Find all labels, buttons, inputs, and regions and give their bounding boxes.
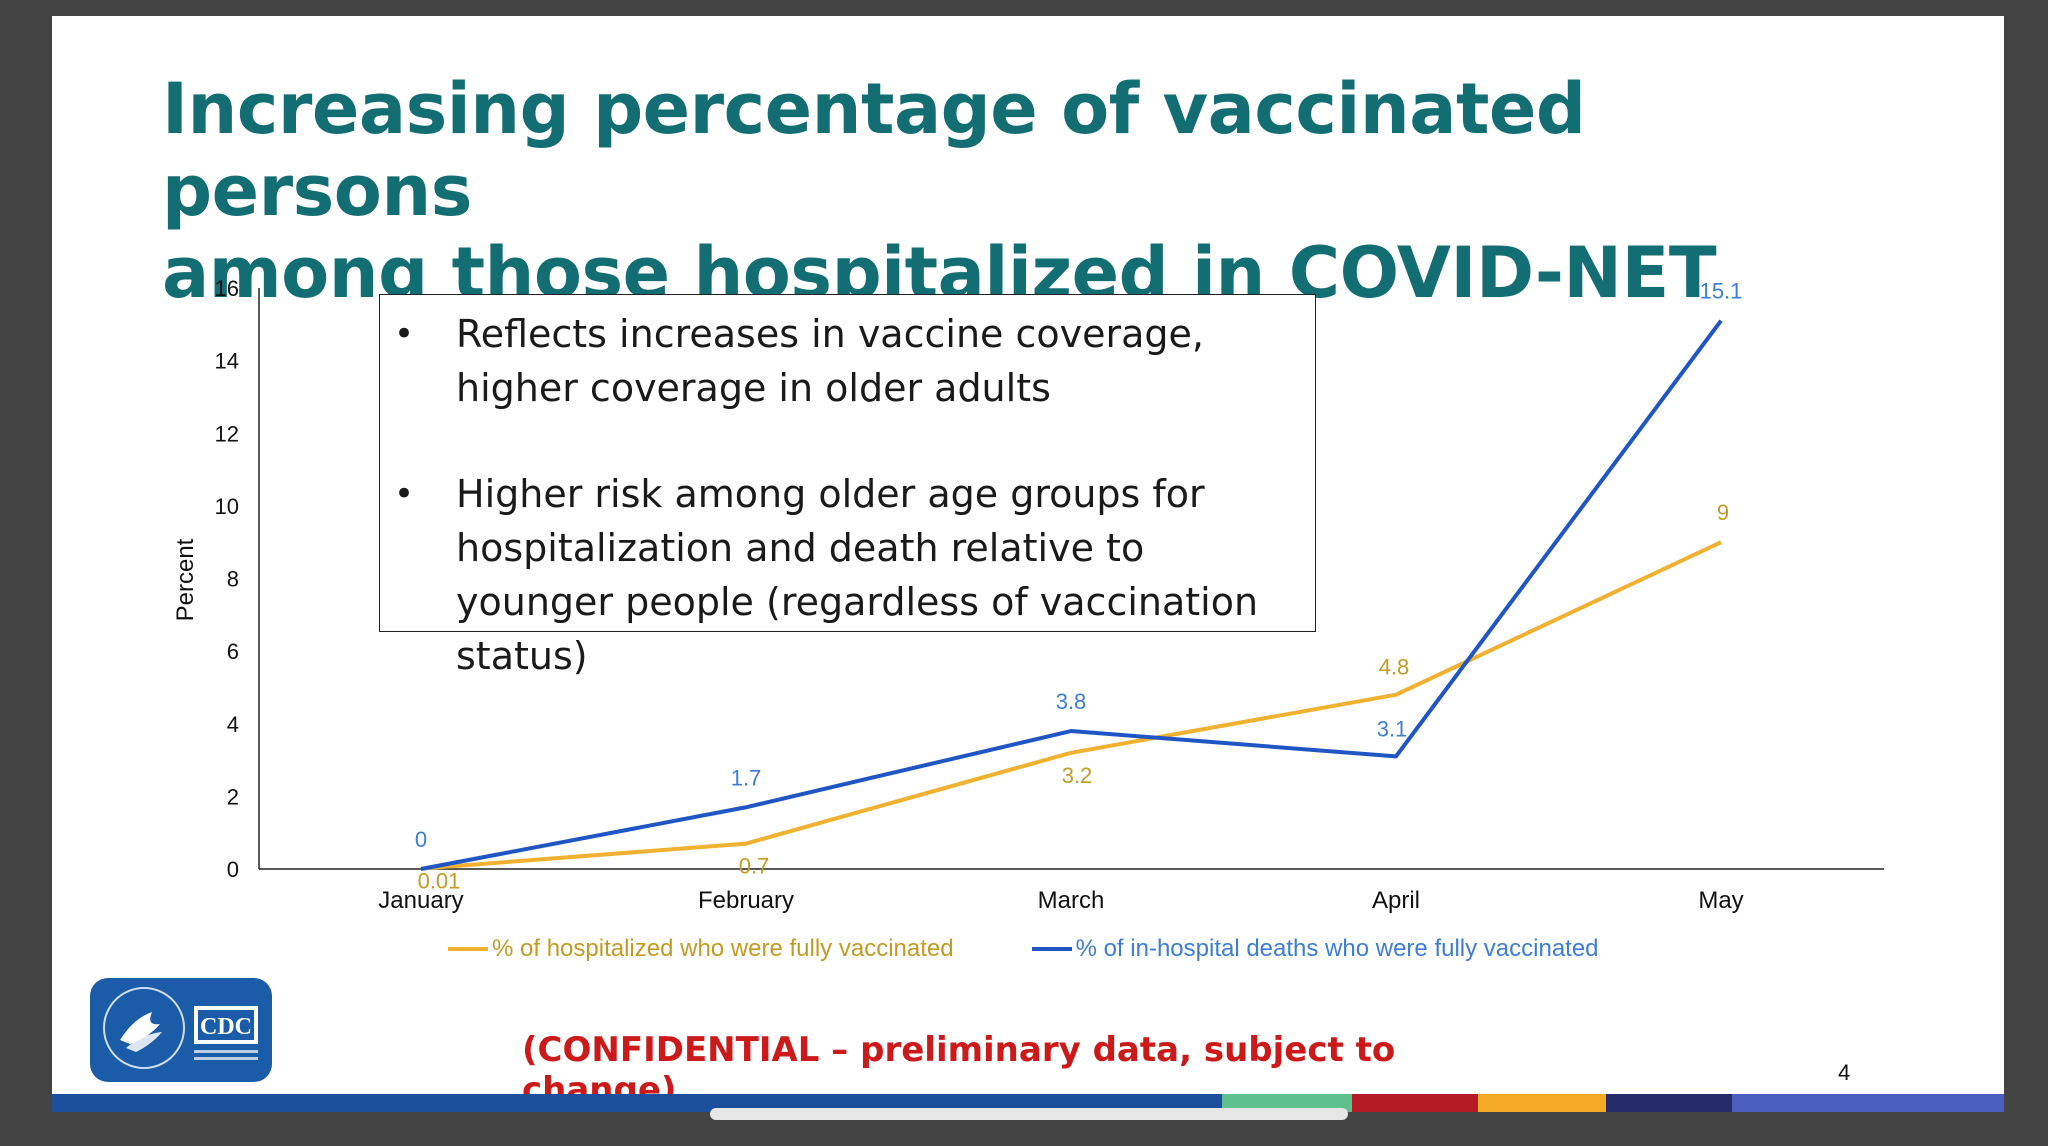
data-label-deaths: 3.8 (1056, 689, 1087, 714)
data-label-deaths: 3.1 (1377, 716, 1408, 741)
stripe-segment (1732, 1094, 2004, 1112)
bullet-marker: • (394, 314, 415, 354)
legend-swatch-hospitalized (448, 947, 488, 951)
series-line-hospitalized (420, 540, 1722, 871)
slide: Increasing percentage of vaccinated pers… (52, 16, 2004, 1112)
title-line-1: Increasing percentage of vaccinated pers… (162, 68, 1586, 232)
y-tick-label: 2 (227, 784, 239, 809)
legend-item-hospitalized: % of hospitalized who were fully vaccina… (448, 935, 954, 963)
legend-label-deaths: % of in-hospital deaths who were fully v… (1075, 935, 1599, 962)
home-indicator (710, 1108, 1348, 1120)
data-label-hospitalized: 4.8 (1379, 655, 1410, 680)
cdc-logo-text: CDC (200, 1014, 252, 1040)
legend-item-deaths: % of in-hospital deaths who were fully v… (1031, 935, 1599, 963)
data-label-hospitalized: 0.01 (418, 869, 461, 894)
stripe-segment (1222, 1094, 1352, 1112)
slide-title: Increasing percentage of vaccinated pers… (162, 68, 1862, 314)
legend-label-hospitalized: % of hospitalized who were fully vaccina… (492, 935, 954, 962)
data-label-deaths: 1.7 (731, 765, 762, 790)
y-tick-label: 10 (215, 494, 239, 519)
legend-swatch-deaths (1031, 947, 1072, 951)
y-tick-label: 16 (215, 276, 239, 301)
page-number: 4 (1838, 1060, 1851, 1085)
chart-legend: % of hospitalized who were fully vaccina… (448, 934, 1677, 964)
y-axis-label: Percent (172, 538, 199, 621)
x-tick-label: January (378, 887, 463, 914)
callout-bullet-2: • Higher risk among older age groups for… (394, 467, 1295, 683)
data-label-hospitalized: 3.2 (1062, 763, 1093, 788)
stripe-segment (1606, 1094, 1732, 1112)
callout-box: • Reflects increases in vaccine coverage… (379, 294, 1316, 678)
stripe-segment (1478, 1094, 1606, 1112)
y-tick-label: 0 (227, 857, 239, 882)
bullet-marker: • (394, 474, 415, 514)
data-label-deaths: 0 (415, 827, 427, 852)
callout-bullet-1: • Reflects increases in vaccine coverage… (394, 307, 1295, 415)
stripe-segment (52, 1094, 1222, 1112)
y-tick-label: 12 (215, 421, 239, 446)
y-tick-label: 8 (227, 567, 239, 592)
series-line-deaths (420, 319, 1723, 871)
bullet-text-1: Reflects increases in vaccine coverage, … (456, 312, 1204, 410)
x-tick-label: April (1372, 887, 1420, 914)
bottom-color-stripe (52, 1094, 2004, 1112)
cdc-logo: CDC (90, 978, 272, 1082)
x-tick-label: February (698, 887, 794, 914)
bullet-text-2: Higher risk among older age groups for h… (456, 472, 1259, 678)
y-tick-label: 4 (227, 712, 239, 737)
line-chart: 0 2 4 6 8 10 12 14 16 Percent January February March… (172, 276, 1884, 914)
x-tick-label: March (1038, 887, 1105, 914)
y-tick-label: 6 (227, 639, 239, 664)
x-tick-label: May (1698, 887, 1743, 914)
data-label-hospitalized: 9 (1717, 500, 1729, 525)
y-tick-label: 14 (215, 349, 239, 374)
stripe-segment (1352, 1094, 1478, 1112)
data-label-hospitalized: 0.7 (739, 854, 770, 879)
data-label-deaths: 15.1 (1700, 279, 1743, 304)
